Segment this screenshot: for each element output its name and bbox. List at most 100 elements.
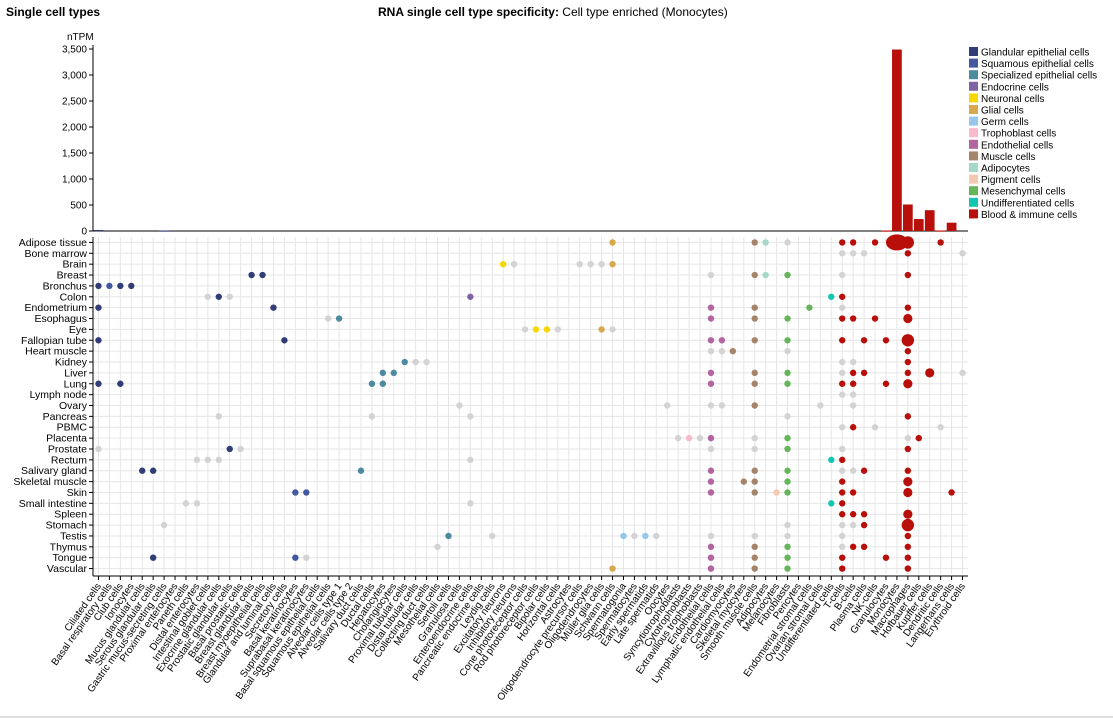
dot-t-cells [839, 478, 846, 485]
y-axis-label: nTPM [67, 32, 94, 43]
dot-inhibitory-neurons [510, 260, 518, 268]
dot-fibroblasts [784, 337, 791, 344]
dot-enteroendocrine-cells [467, 456, 474, 464]
dot-fibroblasts [784, 532, 791, 540]
dot-macrophages [901, 334, 915, 347]
dot-endothelial-cells [707, 434, 715, 442]
dot-fibroblasts [784, 445, 791, 453]
legend-swatch [969, 116, 978, 126]
dot-intestinal-goblet-cells [204, 293, 212, 300]
dot-t-cells [839, 554, 846, 561]
dot-sertoli-cells [445, 532, 452, 540]
dot-endothelial-cells [707, 369, 715, 377]
dot-plasma-cells [860, 511, 868, 518]
dot-lymphatic-endothelial-cells [718, 347, 726, 355]
dot-hofbauer-cells [915, 434, 922, 442]
dot-fibroblasts [784, 478, 791, 485]
dot-t-cells [839, 565, 846, 572]
dot-nk-cells [871, 424, 879, 431]
dot-t-cells [839, 467, 846, 474]
dot-t-cells [839, 293, 846, 300]
dot-undifferentiated-cells [828, 293, 835, 300]
tissue-label: Vascular [47, 563, 88, 575]
bar-langerhans-cells [946, 222, 957, 231]
bar-granulocytes [881, 230, 891, 232]
tissue-label: Liver [64, 367, 87, 379]
dot-plasma-cells [860, 369, 868, 377]
dot-basal-keratinocytes [292, 554, 299, 561]
dot-plasma-cells [860, 337, 868, 344]
dot-b-cells [849, 424, 857, 431]
dot-intestinal-goblet-cells [204, 456, 212, 464]
dot-hepatocytes [379, 369, 387, 377]
dot-b-cells [849, 358, 857, 366]
dot-granulocytes [882, 380, 890, 387]
dot-b-cells [849, 521, 857, 529]
dot-macrophages [904, 358, 912, 366]
dot-t-cells [839, 380, 846, 387]
dot-basal-prostatic-cells [237, 445, 244, 453]
tissue-label: Eye [69, 324, 87, 336]
dot-t-cells [839, 511, 846, 518]
dot-t-cells [839, 521, 846, 529]
dot-smooth-muscle-cells [751, 478, 758, 485]
tissue-label: Testis [60, 530, 87, 542]
dot-fibroblasts [784, 413, 791, 420]
dot-secretory-cells [281, 337, 288, 344]
bar-macrophages [902, 204, 913, 231]
dot-macrophages [901, 236, 915, 249]
dot-prostatic-glandular-cells [226, 293, 233, 300]
dot-langerhans-cells [948, 489, 955, 496]
tissue-label: Endometrium [25, 302, 88, 314]
dot-t-cells [839, 250, 846, 257]
dot-enteroendocrine-cells [467, 413, 474, 420]
legend-label: Mesenchymal cells [981, 187, 1065, 198]
dot-macrophages [904, 532, 912, 540]
tissue-label: PBMC [57, 422, 88, 434]
dot-ciliated-cells [95, 337, 102, 344]
dot-plasma-cells [860, 467, 868, 474]
bar-kupffer-cells [924, 210, 935, 231]
dot-fibroblasts [784, 315, 791, 322]
dot-b-cells [849, 369, 857, 377]
dot-breast-glandular-cells [248, 271, 255, 279]
dot-smooth-muscle-cells [751, 369, 758, 377]
dot-endothelial-cells [707, 315, 715, 322]
dot-macrophages [903, 476, 913, 487]
dot-macrophages [904, 413, 912, 420]
dot-nk-cells [871, 315, 879, 322]
dot-macrophages [904, 347, 912, 355]
dot-schwann-cells [609, 260, 616, 268]
dot-t-cells [839, 369, 846, 377]
dot-spermatocytes [631, 532, 638, 540]
dot-macrophages [903, 313, 913, 324]
dot-prostatic-glandular-cells [226, 445, 233, 453]
dot-fibroblasts [784, 434, 791, 442]
dot-t-cells [839, 456, 846, 464]
y-tick-label: 3,000 [62, 71, 87, 82]
dot-ovarian-stromal-cells [817, 402, 824, 409]
y-tick-label: 0 [81, 227, 87, 238]
tissue-label: Kidney [55, 357, 88, 369]
dot-exocrine-glandular-cells [215, 413, 222, 420]
dot-ionocytes [128, 282, 135, 290]
dot-lymphatic-endothelial-cells [718, 402, 726, 409]
dot-suprabasal-keratinocytes [303, 489, 310, 496]
bar-gastric-mucus-secreting-cells [159, 230, 169, 232]
legend-swatch [969, 139, 978, 149]
dot-macrophages [901, 518, 915, 532]
dot-syncytiotrophoblasts [674, 434, 682, 442]
dot-b-cells [849, 315, 857, 322]
dot-b-cells [849, 239, 857, 246]
dot-t-cells [839, 543, 846, 551]
dot-fibroblasts [784, 521, 791, 529]
dot-enteroendocrine-cells [467, 500, 474, 507]
y-tick-label: 3,500 [62, 45, 87, 56]
tissue-label: Brain [62, 259, 87, 271]
dot-melanocytes [773, 489, 780, 496]
tissue-label: Spleen [54, 509, 87, 521]
dot-plasma-cells [860, 521, 868, 529]
legend-swatch [969, 163, 978, 172]
dot-macrophages [904, 271, 912, 279]
legend-label: Pigment cells [981, 175, 1040, 186]
